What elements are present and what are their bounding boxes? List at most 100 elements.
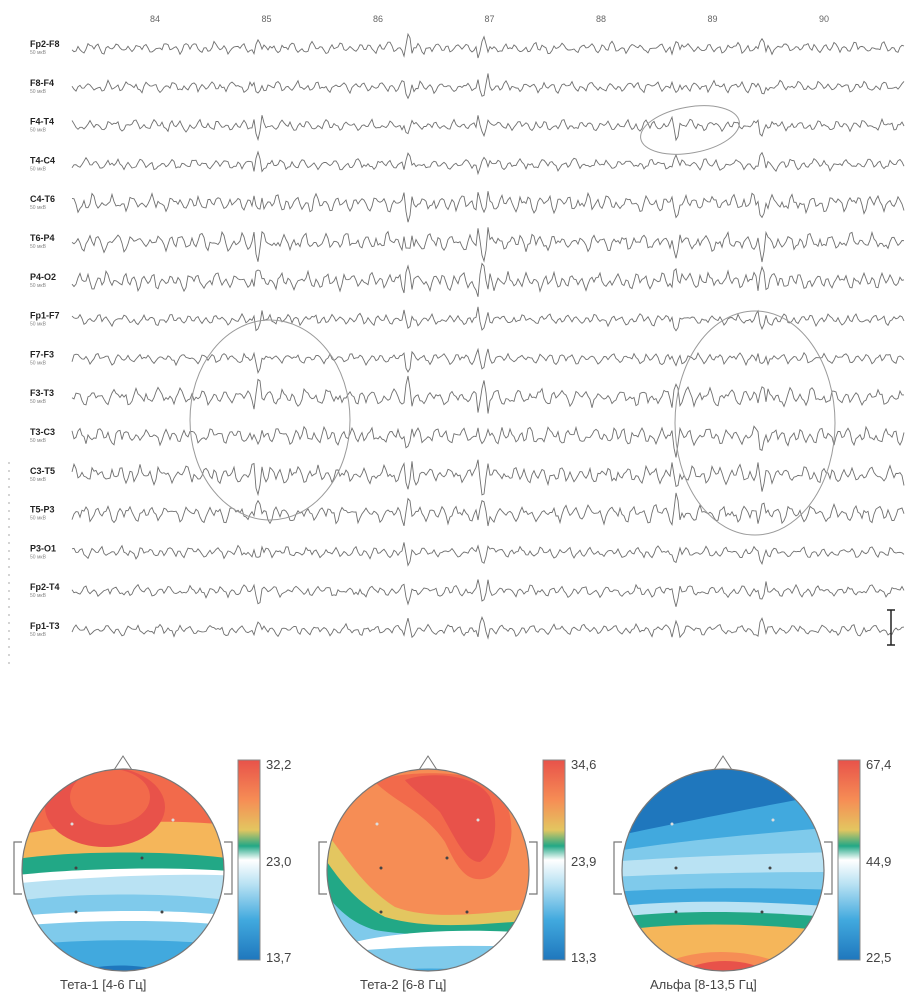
left-ear-icon (318, 841, 327, 895)
time-tick-label: 85 (261, 14, 271, 24)
electrode-dot (379, 910, 383, 914)
eeg-trace (71, 347, 905, 375)
electrode-dot (70, 822, 74, 826)
electrode-dot (670, 822, 674, 826)
lead-unit-label: 50 мкВ (30, 438, 47, 444)
scale-mid-value: 23,9 (571, 854, 597, 869)
lead-unit-label: 50 мкВ (30, 244, 47, 250)
scale-min-value: 13,3 (571, 950, 597, 965)
lead-unit-label: 50 мкВ (30, 128, 47, 134)
lead-label: T4-C4 (30, 155, 55, 165)
lead-unit-label: 50 мкВ (30, 205, 47, 211)
lead-label: F7-F3 (30, 349, 54, 359)
lead-label: T3-C3 (30, 427, 55, 437)
eeg-trace (71, 227, 905, 263)
lead-label: T6-P4 (30, 233, 55, 243)
time-tick-label: 89 (707, 14, 717, 24)
nose-icon (713, 755, 733, 771)
electrode-dot (171, 818, 175, 822)
lead-label: F8-F4 (30, 78, 54, 88)
electrode-dot (476, 818, 480, 822)
time-tick-label: 90 (819, 14, 829, 24)
map-caption: Альфа [8-13,5 Гц] (650, 977, 757, 992)
lead-unit-label: 50 мкВ (30, 399, 47, 405)
time-tick-label: 87 (484, 14, 494, 24)
map-caption: Тета-1 [4-6 Гц] (60, 977, 147, 992)
scale-min-value: 13,7 (266, 950, 292, 965)
left-ear-icon (613, 841, 622, 895)
eeg-trace (71, 579, 905, 607)
time-axis: 84 85 86 87 88 89 90 (150, 14, 829, 24)
annotation-ellipses (189, 105, 836, 536)
calibration-bar (887, 609, 895, 646)
lead-label: P3-O1 (30, 543, 56, 553)
left-ear-icon (13, 841, 22, 895)
eeg-trace (71, 425, 905, 458)
electrode-dot (140, 856, 144, 860)
head-map (613, 755, 861, 972)
annotation-ellipse (674, 310, 836, 536)
right-ear-icon (529, 841, 538, 895)
lead-unit-label: 50 мкВ (30, 50, 47, 56)
right-ear-icon (224, 841, 233, 895)
lead-unit-label: 50 мкВ (30, 89, 47, 95)
color-scale-bar (237, 759, 261, 961)
lead-unit-label: 50 мкВ (30, 322, 47, 328)
scale-max-value: 32,2 (266, 757, 292, 772)
scale-max-value: 34,6 (571, 757, 597, 772)
eeg-trace (71, 616, 905, 640)
electrode-dot (768, 866, 772, 870)
lead-unit-label: 50 мкВ (30, 593, 47, 599)
time-tick-label: 88 (596, 14, 606, 24)
color-scale-bar (542, 759, 566, 961)
nose-icon (418, 755, 438, 771)
topomap-alpha-panel: 67,4 44,9 22,5 Альфа [8-13,5 Гц] (610, 742, 910, 996)
electrode-dot (760, 910, 764, 914)
lead-label: T5-P3 (30, 505, 55, 515)
electrode-dot (74, 910, 78, 914)
head-map (13, 755, 261, 972)
lead-unit-label: 50 мкВ (30, 166, 47, 172)
nose-icon (113, 755, 133, 771)
lead-label: Fp1-F7 (30, 311, 60, 321)
lead-label: Fp2-T4 (30, 582, 60, 592)
time-tick-label: 86 (373, 14, 383, 24)
electrode-dot (379, 866, 383, 870)
right-ear-icon (824, 841, 833, 895)
scale-mid-value: 23,0 (266, 854, 292, 869)
topomap-theta2-panel: 34,6 23,9 13,3 Тета-2 [6-8 Гц] (315, 742, 615, 996)
eeg-trace (71, 32, 905, 59)
scale-max-value: 67,4 (866, 757, 892, 772)
eeg-trace (71, 73, 905, 100)
electrode-dot (74, 866, 78, 870)
color-scale-bar (837, 759, 861, 961)
electrode-dot (674, 866, 678, 870)
eeg-trace (71, 115, 905, 142)
head-map (318, 755, 566, 972)
lead-unit-label: 50 мкВ (30, 283, 47, 289)
electrode-dot (674, 910, 678, 914)
lead-unit-label: 50 мкВ (30, 632, 47, 638)
scale-min-value: 22,5 (866, 950, 892, 965)
annotation-ellipse (189, 319, 351, 521)
eeg-trace (71, 459, 905, 497)
lead-unit-label: 50 мкВ (30, 554, 47, 560)
eeg-trace (71, 542, 905, 567)
eeg-trace (71, 262, 905, 297)
lead-unit-label: 50 мкВ (30, 477, 47, 483)
electrode-dot (375, 822, 379, 826)
map-caption: Тета-2 [6-8 Гц] (360, 977, 447, 992)
scale-mid-value: 44,9 (866, 854, 892, 869)
eeg-trace (71, 492, 905, 527)
lead-label: C3-T5 (30, 466, 55, 476)
topomap-theta1-panel: 32,2 23,0 13,7 Тета-1 [4-6 Гц] (10, 742, 310, 996)
lead-label: Fp1-T3 (30, 621, 60, 631)
electrode-dot (160, 910, 164, 914)
lead-label: F4-T4 (30, 117, 54, 127)
lead-unit-label: 50 мкВ (30, 360, 47, 366)
electrode-dot (771, 818, 775, 822)
lead-label: F3-T3 (30, 388, 54, 398)
eeg-trace (71, 306, 905, 332)
